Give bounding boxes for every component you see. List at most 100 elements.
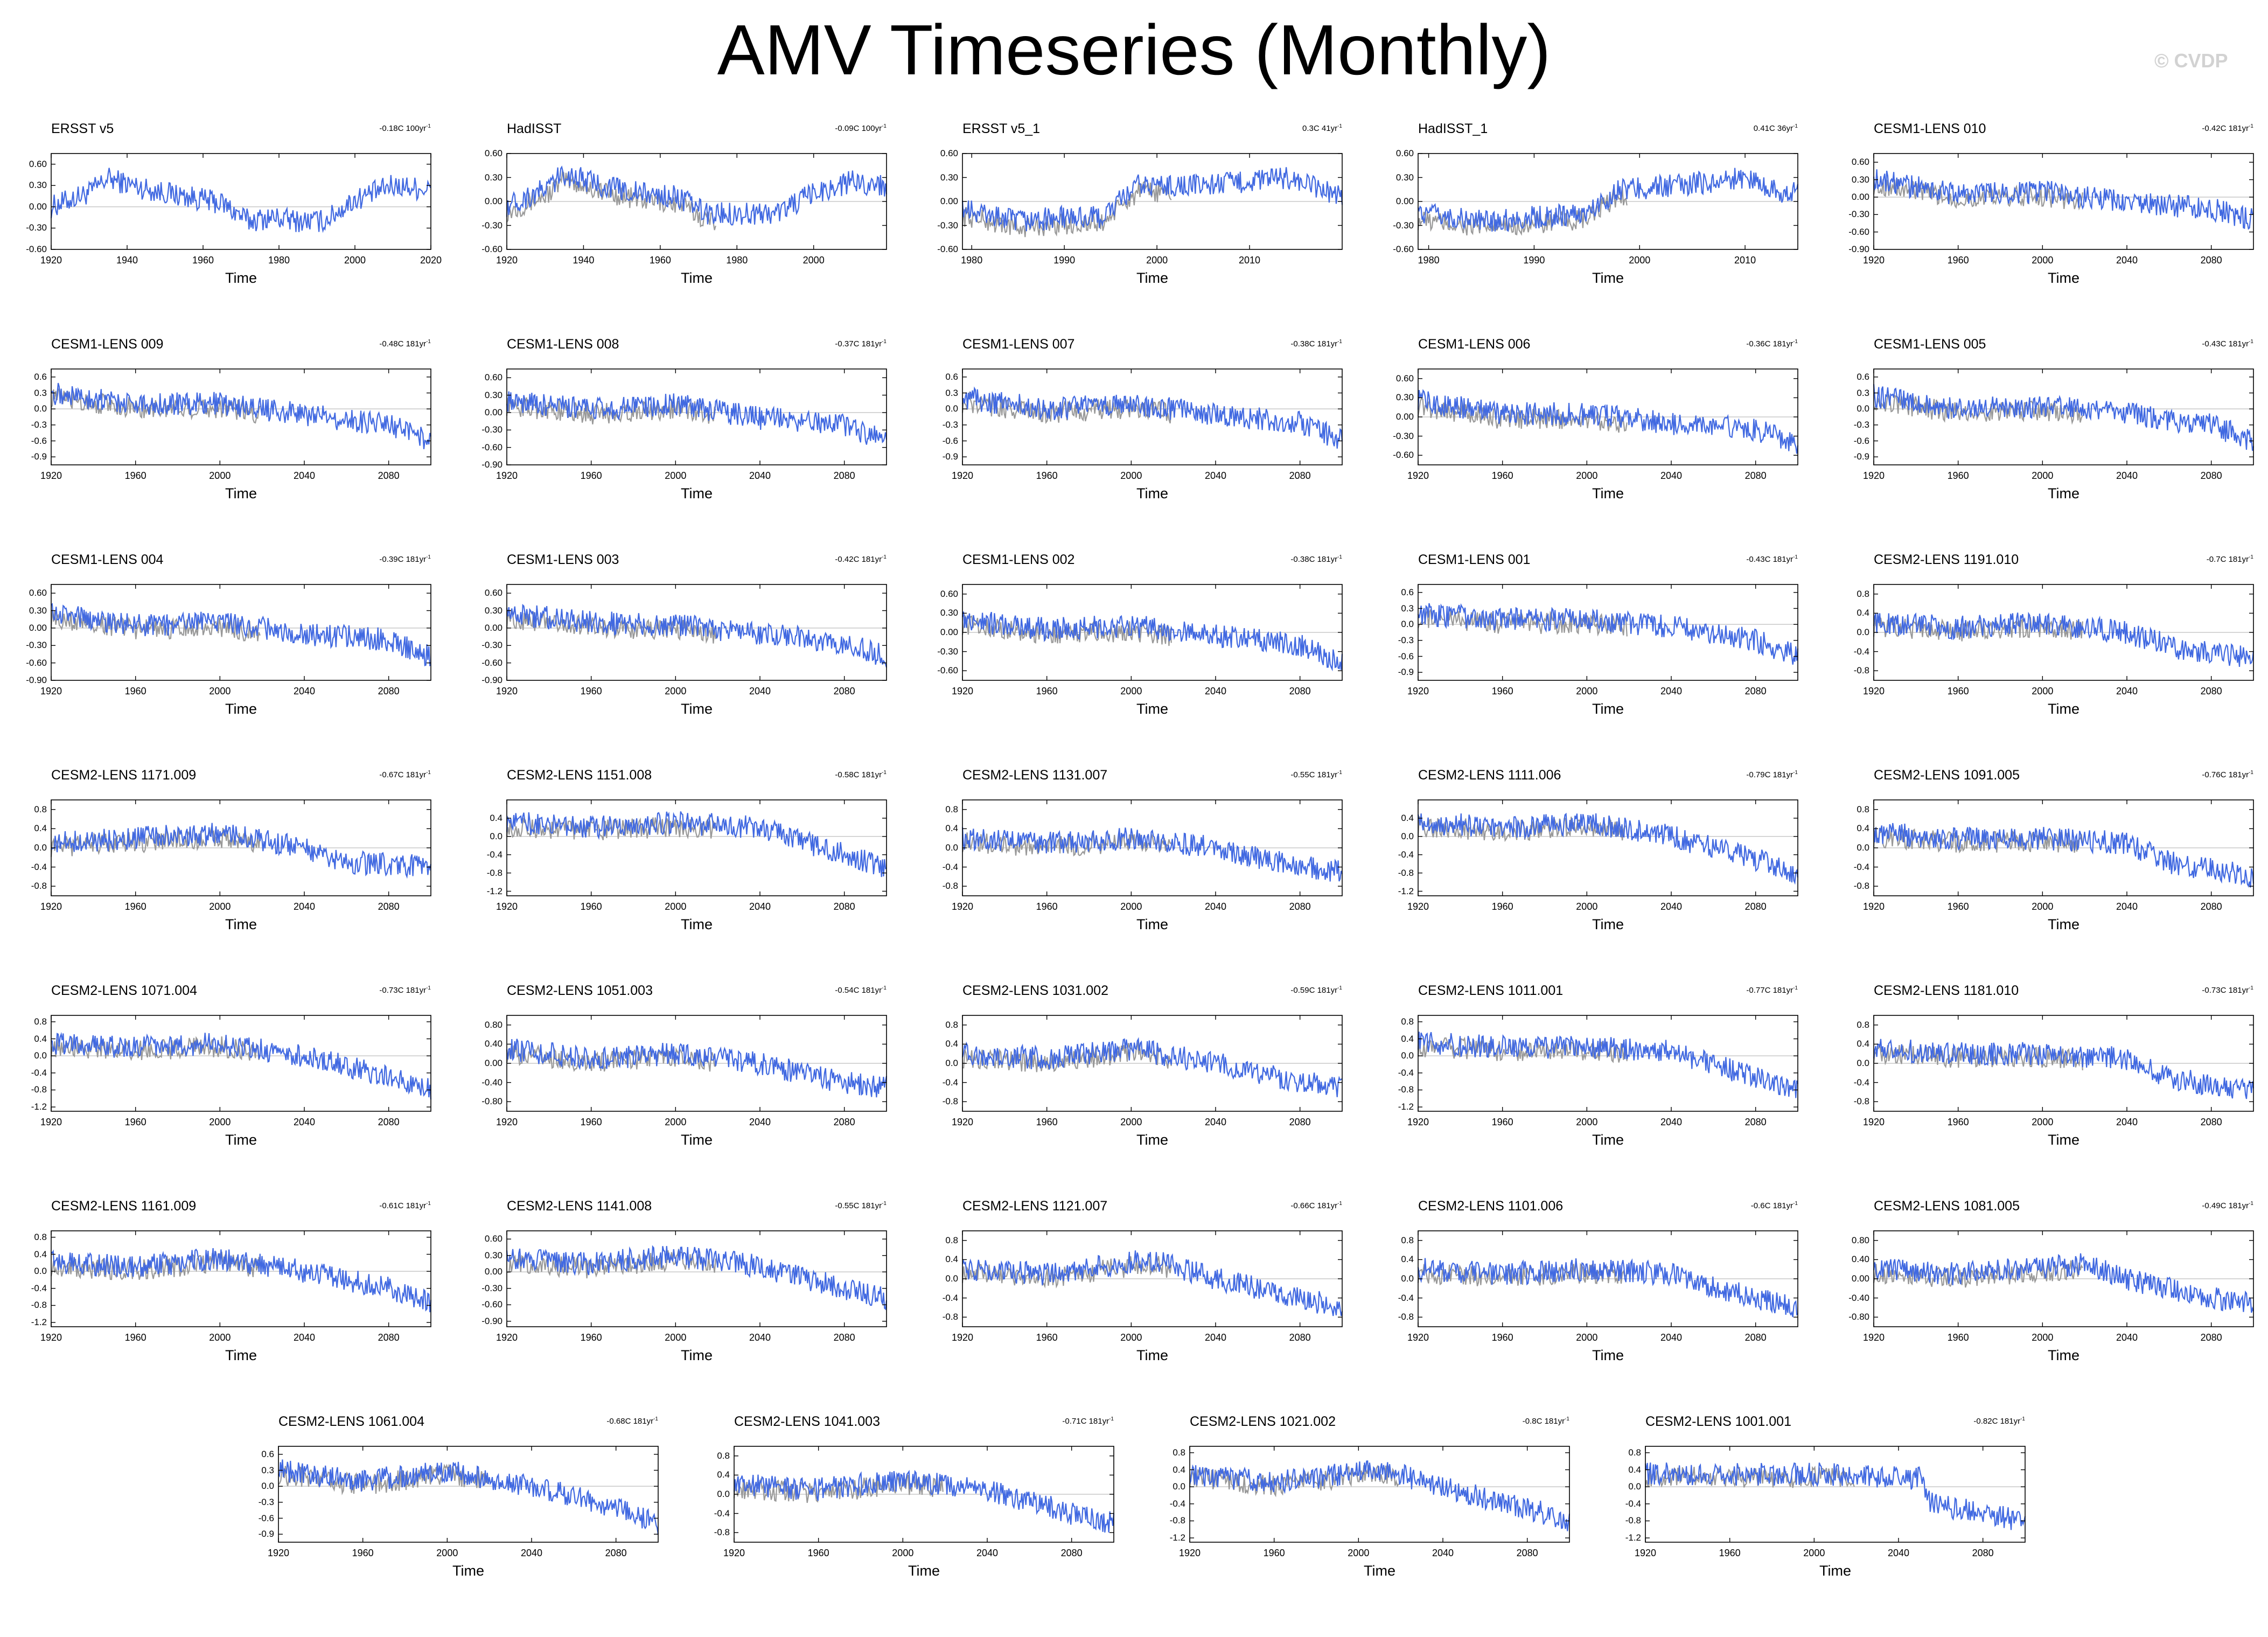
- x-tick-label: 2000: [209, 901, 231, 912]
- x-tick-label: 2000: [1576, 470, 1598, 481]
- series-line: [1873, 611, 2255, 667]
- x-tick-label: 2000: [2032, 1117, 2054, 1127]
- x-tick-label: 1920: [496, 1117, 518, 1127]
- y-tick-label: 0.00: [940, 627, 958, 637]
- y-tick-label: 0.4: [34, 823, 47, 834]
- y-tick-label: 0.0: [1401, 1273, 1414, 1284]
- panel-trend: -0.38C 181yr-1: [1290, 339, 1342, 349]
- trend-unit-exponent: -1: [1793, 985, 1798, 991]
- x-tick-label: 1920: [1407, 470, 1429, 481]
- panel-trend: -0.61C 181yr-1: [379, 1201, 431, 1210]
- y-tick-label: 0.60: [484, 148, 503, 158]
- x-tick-label: 1960: [649, 255, 671, 266]
- x-axis-label: Time: [681, 1132, 713, 1148]
- y-tick-label: -0.30: [26, 640, 47, 651]
- amv-panel: CESM2-LENS 1071.004 -0.73C 181yr-1 0.8 0.4 0…: [3, 983, 436, 1154]
- trend-text: -0.73C 181yr: [379, 986, 427, 995]
- panel-trend: -0.8C 181yr-1: [1523, 1416, 1569, 1426]
- x-tick-label: 2080: [1289, 470, 1311, 481]
- watermark: © CVDP: [2154, 50, 2228, 72]
- y-tick-label: -0.6: [31, 435, 47, 446]
- trend-text: -0.6C 181yr: [1750, 1201, 1794, 1210]
- y-tick-label: -0.30: [1393, 220, 1414, 231]
- y-tick-label: 0.60: [940, 148, 958, 158]
- x-tick-label: 1960: [1947, 901, 1969, 912]
- y-tick-label: -0.9: [942, 451, 958, 462]
- plot-svg: [961, 368, 1343, 465]
- x-tick-label: 2040: [1660, 1332, 1683, 1343]
- x-tick-label: 2040: [1660, 901, 1683, 912]
- y-tick-label: 0.0: [1857, 403, 1869, 414]
- y-tick-label: -0.8: [31, 1084, 47, 1095]
- trend-text: -0.77C 181yr: [1746, 986, 1794, 995]
- y-tick-label: -0.60: [481, 1299, 503, 1310]
- x-tick-label: 1920: [496, 470, 518, 481]
- x-axis-label: Time: [2048, 916, 2079, 932]
- panel-trend: -0.79C 181yr-1: [1746, 770, 1798, 779]
- plot-frame: [278, 1446, 659, 1543]
- y-tick-label: -0.4: [31, 861, 47, 872]
- panel-trend: -0.7C 181yr-1: [2207, 554, 2253, 564]
- x-tick-label: 1920: [40, 1332, 62, 1343]
- amv-panel: CESM2-LENS 1031.002 -0.59C 181yr-1 0.8 0.4 0…: [914, 983, 1348, 1154]
- trend-text: -0.82C 181yr: [1973, 1417, 2021, 1426]
- y-tick-label: 0.8: [34, 804, 47, 814]
- panel-trend: -0.71C 181yr-1: [1062, 1416, 1114, 1426]
- x-tick-label: 2080: [1289, 1332, 1311, 1343]
- plot-svg: [506, 153, 888, 250]
- y-tick-label: 0.4: [1401, 1254, 1414, 1265]
- panel-trend: 0.41C 36yr-1: [1754, 123, 1798, 133]
- x-tick-label: 2000: [2032, 470, 2054, 481]
- y-tick-label: -0.60: [481, 442, 503, 452]
- y-tick-label: -0.60: [1393, 244, 1414, 254]
- trend-text: -0.7C 181yr: [2206, 555, 2249, 564]
- x-tick-label: 2040: [1660, 686, 1683, 696]
- trend-unit-exponent: -1: [2249, 1201, 2253, 1207]
- trend-text: 0.3C 41yr: [1302, 124, 1338, 133]
- x-tick-label: 1920: [40, 255, 62, 266]
- amv-panel: CESM1-LENS 002 -0.38C 181yr-1 0.60 0.30 0.00…: [914, 552, 1348, 723]
- y-tick-label: 0.00: [484, 1058, 503, 1068]
- panel-trend: -0.09C 100yr-1: [835, 123, 887, 133]
- x-tick-label: 2000: [1629, 255, 1651, 266]
- y-tick-label: 0.4: [1857, 608, 1869, 618]
- x-tick-label: 1960: [124, 686, 146, 696]
- series-line: [1417, 389, 1799, 454]
- series-line: [1873, 1039, 2255, 1099]
- x-tick-label: 1960: [352, 1548, 374, 1558]
- x-tick-label: 1960: [1036, 901, 1058, 912]
- series-line: [961, 167, 1343, 232]
- plot-svg: [506, 1230, 888, 1327]
- x-tick-label: 1920: [496, 255, 518, 266]
- panel-title: CESM2-LENS 1121.007: [962, 1199, 1108, 1214]
- y-tick-label: 0.00: [484, 1266, 503, 1277]
- panel-title: CESM2-LENS 1091.005: [1874, 768, 2020, 783]
- amv-panel: CESM2-LENS 1151.008 -0.58C 181yr-1 0.4 0.0 -…: [458, 768, 892, 939]
- y-tick-label: 0.00: [1851, 1273, 1869, 1284]
- y-tick-label: -0.4: [1398, 1292, 1414, 1303]
- y-tick-label: -0.4: [1853, 646, 1869, 657]
- amv-panel: CESM2-LENS 1111.006 -0.79C 181yr-1 0.4 0.0 -…: [1370, 768, 1803, 939]
- trend-unit-exponent: -1: [2249, 123, 2253, 129]
- series-line: [1189, 1460, 1571, 1531]
- x-tick-label: 1920: [40, 1117, 62, 1127]
- trend-text: -0.49C 181yr: [2202, 1201, 2249, 1210]
- x-tick-label: 1960: [1947, 1332, 1969, 1343]
- x-tick-label: 2000: [1803, 1548, 1825, 1558]
- x-tick-label: 2080: [833, 1332, 855, 1343]
- trend-text: -0.55C 181yr: [835, 1201, 882, 1210]
- plot-frame: [1873, 153, 2254, 250]
- x-tick-label: 2040: [1660, 1117, 1683, 1127]
- x-tick-label: 2040: [2116, 686, 2138, 696]
- trend-unit-exponent: -1: [1337, 123, 1342, 129]
- y-tick-label: 0.30: [940, 608, 958, 618]
- x-tick-label: 2040: [293, 1117, 316, 1127]
- plot-svg: [1873, 1230, 2255, 1327]
- x-tick-label: 1960: [1491, 686, 1513, 696]
- panel-title: CESM2-LENS 1001.001: [1645, 1414, 1791, 1429]
- x-tick-label: 2000: [665, 470, 687, 481]
- x-tick-label: 1920: [40, 686, 62, 696]
- panel-title: CESM2-LENS 1061.004: [278, 1414, 424, 1429]
- panel-title: CESM1-LENS 008: [507, 337, 619, 352]
- plot-svg: [961, 799, 1343, 896]
